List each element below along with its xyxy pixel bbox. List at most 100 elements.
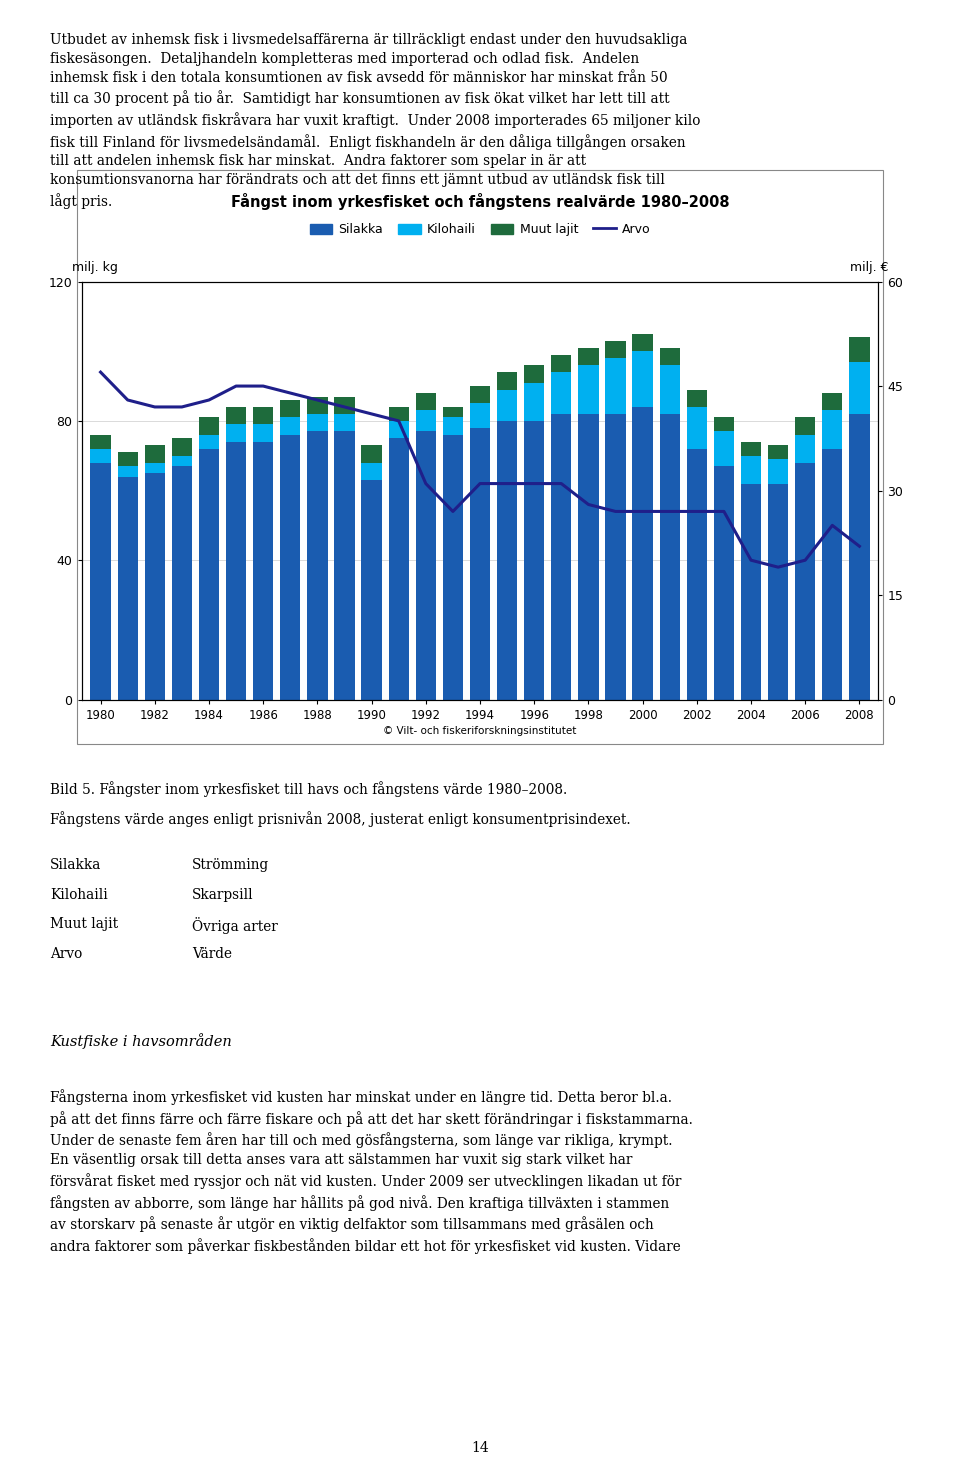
Bar: [199, 434, 219, 449]
Bar: [578, 348, 599, 365]
Text: milj. kg: milj. kg: [72, 261, 118, 274]
Bar: [497, 421, 517, 700]
Bar: [199, 418, 219, 434]
Bar: [361, 480, 382, 700]
Text: Muut lajit: Muut lajit: [50, 917, 118, 931]
Bar: [524, 382, 544, 421]
Bar: [280, 434, 300, 700]
Bar: [361, 462, 382, 480]
Bar: [389, 421, 409, 439]
Bar: [389, 408, 409, 421]
Bar: [713, 467, 734, 700]
Bar: [443, 418, 463, 434]
Text: Övriga arter: Övriga arter: [192, 917, 277, 934]
Text: Kilohaili: Kilohaili: [50, 888, 108, 901]
Legend: Silakka, Kilohaili, Muut lajit, Arvo: Silakka, Kilohaili, Muut lajit, Arvo: [310, 224, 650, 236]
Bar: [768, 483, 788, 700]
Bar: [280, 400, 300, 418]
Bar: [497, 372, 517, 390]
Bar: [172, 467, 192, 700]
Bar: [172, 439, 192, 456]
Bar: [416, 431, 436, 700]
Bar: [443, 408, 463, 418]
Bar: [226, 442, 247, 700]
Bar: [469, 403, 491, 428]
Bar: [117, 467, 138, 477]
Text: Fångst inom yrkesfisket och fångstens realvärde 1980–2008: Fångst inom yrkesfisket och fångstens re…: [230, 194, 730, 210]
Text: Fångsterna inom yrkesfisket vid kusten har minskat under en längre tid. Detta be: Fångsterna inom yrkesfisket vid kusten h…: [50, 1089, 693, 1254]
Bar: [307, 431, 327, 700]
Text: Bild 5. Fångster inom yrkesfisket till havs och fångstens värde 1980–2008.: Bild 5. Fångster inom yrkesfisket till h…: [50, 781, 567, 797]
Bar: [713, 418, 734, 431]
Bar: [90, 434, 110, 449]
Bar: [606, 413, 626, 700]
Bar: [280, 418, 300, 434]
Bar: [822, 411, 843, 449]
Bar: [416, 411, 436, 431]
Bar: [686, 390, 707, 408]
Bar: [713, 431, 734, 467]
Bar: [741, 456, 761, 483]
Bar: [850, 362, 870, 413]
Bar: [145, 445, 165, 462]
Bar: [307, 413, 327, 431]
Bar: [795, 434, 815, 462]
Bar: [145, 473, 165, 700]
Bar: [117, 452, 138, 467]
Bar: [145, 462, 165, 473]
Text: Arvo: Arvo: [50, 947, 83, 960]
Text: Strömming: Strömming: [192, 858, 269, 871]
Bar: [633, 333, 653, 351]
Bar: [660, 348, 680, 365]
Bar: [172, 456, 192, 467]
Bar: [90, 462, 110, 700]
Text: Fångstens värde anges enligt prisnivån 2008, justerat enligt konsumentprisindexe: Fångstens värde anges enligt prisnivån 2…: [50, 811, 631, 827]
Bar: [334, 431, 354, 700]
Text: © Vilt- och fiskeriforskningsinstitutet: © Vilt- och fiskeriforskningsinstitutet: [383, 726, 577, 737]
Bar: [551, 354, 571, 372]
Bar: [850, 338, 870, 362]
Bar: [524, 365, 544, 382]
Bar: [90, 449, 110, 462]
Bar: [606, 341, 626, 359]
Bar: [795, 418, 815, 434]
Bar: [768, 445, 788, 459]
Bar: [633, 351, 653, 408]
Text: Skarpsill: Skarpsill: [192, 888, 253, 901]
Bar: [307, 397, 327, 413]
Bar: [469, 428, 491, 700]
Text: Värde: Värde: [192, 947, 232, 960]
Bar: [226, 424, 247, 442]
Bar: [226, 408, 247, 424]
Bar: [606, 359, 626, 413]
Bar: [551, 372, 571, 413]
Text: Utbudet av inhemsk fisk i livsmedelsaffärerna är tillräckligt endast under den h: Utbudet av inhemsk fisk i livsmedelsaffä…: [50, 33, 700, 209]
Bar: [117, 477, 138, 700]
Bar: [334, 413, 354, 431]
Text: Silakka: Silakka: [50, 858, 102, 871]
Text: milj. €: milj. €: [850, 261, 888, 274]
Bar: [660, 365, 680, 413]
Bar: [416, 393, 436, 411]
Text: 14: 14: [471, 1442, 489, 1455]
Bar: [334, 397, 354, 413]
Bar: [822, 449, 843, 700]
Bar: [768, 459, 788, 483]
Bar: [741, 483, 761, 700]
Bar: [551, 413, 571, 700]
Text: Kustfiske i havsområden: Kustfiske i havsområden: [50, 1033, 231, 1049]
Bar: [497, 390, 517, 421]
Bar: [469, 387, 491, 403]
Bar: [524, 421, 544, 700]
Bar: [578, 365, 599, 413]
Bar: [253, 424, 274, 442]
Bar: [578, 413, 599, 700]
Bar: [822, 393, 843, 411]
Bar: [686, 408, 707, 449]
Bar: [443, 434, 463, 700]
Bar: [741, 442, 761, 456]
Bar: [253, 442, 274, 700]
Bar: [253, 408, 274, 424]
Bar: [199, 449, 219, 700]
Bar: [850, 413, 870, 700]
